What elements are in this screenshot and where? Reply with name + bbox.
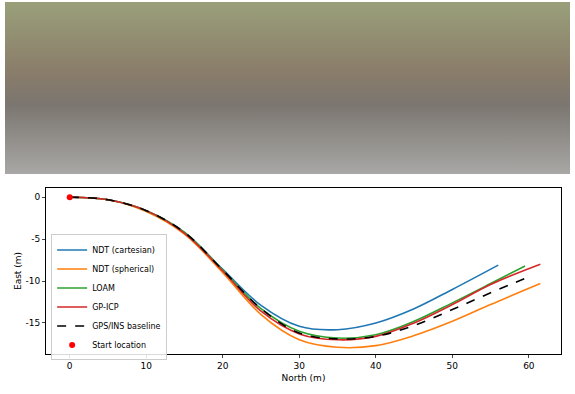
svg-text:East (m): East (m) — [13, 252, 23, 290]
svg-text:0: 0 — [34, 192, 40, 202]
svg-text:GP-ICP: GP-ICP — [92, 303, 119, 312]
svg-text:20: 20 — [217, 361, 229, 371]
svg-text:40: 40 — [370, 361, 382, 371]
svg-text:Start location: Start location — [92, 341, 146, 350]
svg-text:LOAM: LOAM — [92, 284, 115, 293]
svg-text:0: 0 — [67, 361, 73, 371]
svg-text:-10: -10 — [25, 276, 40, 286]
svg-text:10: 10 — [141, 361, 153, 371]
svg-text:-5: -5 — [31, 234, 40, 244]
svg-text:NDT (spherical): NDT (spherical) — [92, 265, 154, 274]
svg-text:-15: -15 — [25, 318, 40, 328]
svg-text:NDT (cartesian): NDT (cartesian) — [92, 246, 155, 255]
svg-text:60: 60 — [523, 361, 535, 371]
svg-text:GPS/INS baseline: GPS/INS baseline — [92, 322, 160, 331]
svg-text:30: 30 — [294, 361, 306, 371]
svg-text:North (m): North (m) — [282, 373, 326, 383]
svg-text:50: 50 — [447, 361, 459, 371]
